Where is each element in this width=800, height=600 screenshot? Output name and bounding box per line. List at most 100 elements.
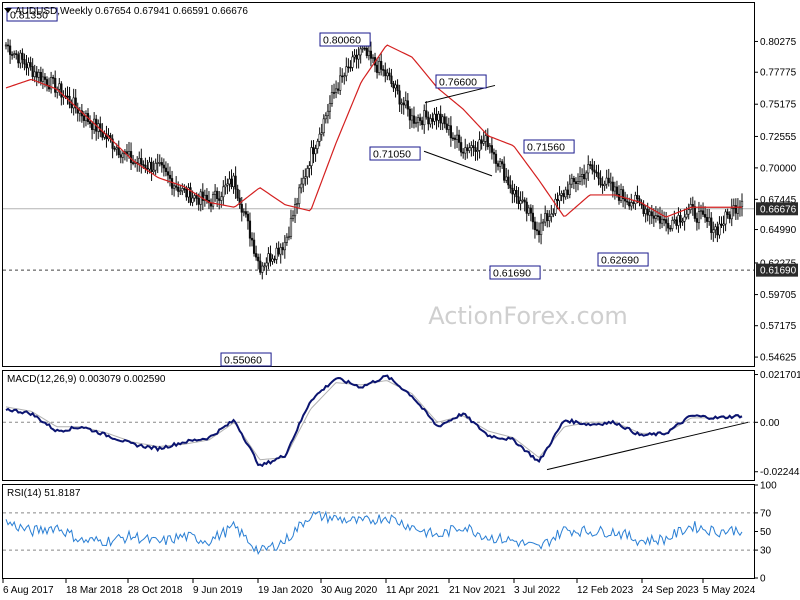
candle-body [345, 66, 348, 77]
candle-body [320, 132, 323, 135]
moving-average [5, 44, 742, 218]
candle-body [665, 219, 668, 224]
candle-body [386, 72, 389, 77]
candle-body [195, 195, 198, 199]
macd-title: MACD(12,26,9) 0.003079 0.002590 [7, 374, 166, 385]
candle-body [232, 175, 235, 188]
candle-body [560, 193, 563, 196]
candle-body [355, 54, 358, 60]
candle-body [460, 142, 463, 153]
ma-line [5, 44, 742, 218]
swing-label-box [220, 352, 272, 367]
candle-body [572, 178, 575, 182]
candle-body [410, 115, 414, 121]
candle-body [357, 54, 360, 60]
candle-body [402, 102, 405, 106]
swing-label-text: 0.71560 [527, 142, 565, 154]
candle-body [710, 217, 713, 233]
candle-body [482, 141, 485, 144]
candle-body [513, 190, 516, 195]
candle-body [166, 171, 170, 176]
candle-body [425, 110, 428, 118]
rsi-panel [2, 484, 755, 579]
candle-body [361, 47, 364, 50]
candle-body [257, 256, 260, 262]
candle-body [464, 147, 467, 154]
candle-body [60, 83, 63, 98]
candle-body [347, 66, 350, 69]
candle-body [168, 174, 172, 179]
candle-body [472, 145, 475, 148]
candle-body [484, 135, 487, 142]
candle-body [205, 194, 209, 201]
candle-body [281, 247, 284, 251]
y-axis: 0.80275 0.77775 0.75175 0.72555 0.70000 0.674… [754, 37, 800, 585]
collapse-triangle-icon[interactable] [4, 8, 12, 13]
candle-body [58, 83, 61, 90]
swing-label-text: 0.76600 [439, 77, 477, 89]
candle-body [408, 108, 411, 121]
macd-main-line [5, 374, 743, 468]
candle-body [669, 227, 672, 230]
candle-body [431, 118, 434, 122]
candle-body [691, 204, 694, 207]
candle-body [562, 193, 565, 198]
candle-body [519, 200, 522, 204]
candle-body [726, 211, 729, 215]
candle-body [570, 178, 573, 185]
candle-body [451, 137, 455, 140]
candle-body [363, 47, 366, 50]
candle-body [466, 147, 469, 151]
candle-body [156, 162, 159, 164]
candle-body [158, 162, 161, 164]
candle-body [712, 229, 715, 233]
candle-body [595, 171, 598, 174]
rsi-y-tick-label: 50 [760, 527, 772, 538]
candle-body [111, 138, 114, 149]
candle-body [701, 210, 705, 215]
candle-body [246, 213, 250, 222]
candle-body [324, 115, 327, 120]
candle-body [300, 183, 303, 189]
candle-body [349, 66, 352, 69]
candle-body [505, 176, 508, 181]
swing-label-box [489, 265, 541, 280]
candle-body [263, 265, 266, 268]
candle-body [115, 147, 118, 150]
rsi-y-tick-label: 0 [760, 574, 766, 585]
candle-body [525, 201, 528, 214]
candle-body [234, 175, 237, 190]
candle-body [480, 139, 483, 144]
y-tick-label: 0.77775 [760, 68, 797, 79]
candle-body [164, 167, 168, 172]
candle-body [449, 125, 452, 139]
candle-body [683, 216, 686, 222]
x-tick-label: 18 Mar 2018 [66, 585, 123, 596]
candle-body [296, 203, 299, 205]
candle-body [269, 253, 272, 262]
y-tick-label: 0.72555 [760, 132, 797, 143]
candle-body [673, 219, 676, 222]
candle-body [343, 75, 346, 78]
x-tick-label: 11 Apr 2021 [386, 585, 440, 596]
candle-body [82, 115, 86, 121]
macd-lines [5, 374, 749, 471]
candle-body [302, 177, 305, 185]
candle-body [367, 50, 370, 56]
macd-y-tick-label: -0.022445 [760, 467, 800, 478]
candle-body [214, 190, 217, 195]
candle-body [382, 69, 385, 71]
candle-body [298, 187, 301, 204]
candle-body [617, 193, 621, 201]
candle-body [652, 215, 655, 219]
candle-body [238, 197, 241, 205]
candle-body [127, 151, 131, 155]
candle-body [74, 97, 77, 109]
candle-body [671, 220, 674, 229]
candle-body [574, 181, 578, 185]
candle-body [656, 215, 660, 217]
candle-body [496, 163, 500, 167]
swing-label-box [597, 252, 649, 267]
candle-body [316, 141, 319, 149]
